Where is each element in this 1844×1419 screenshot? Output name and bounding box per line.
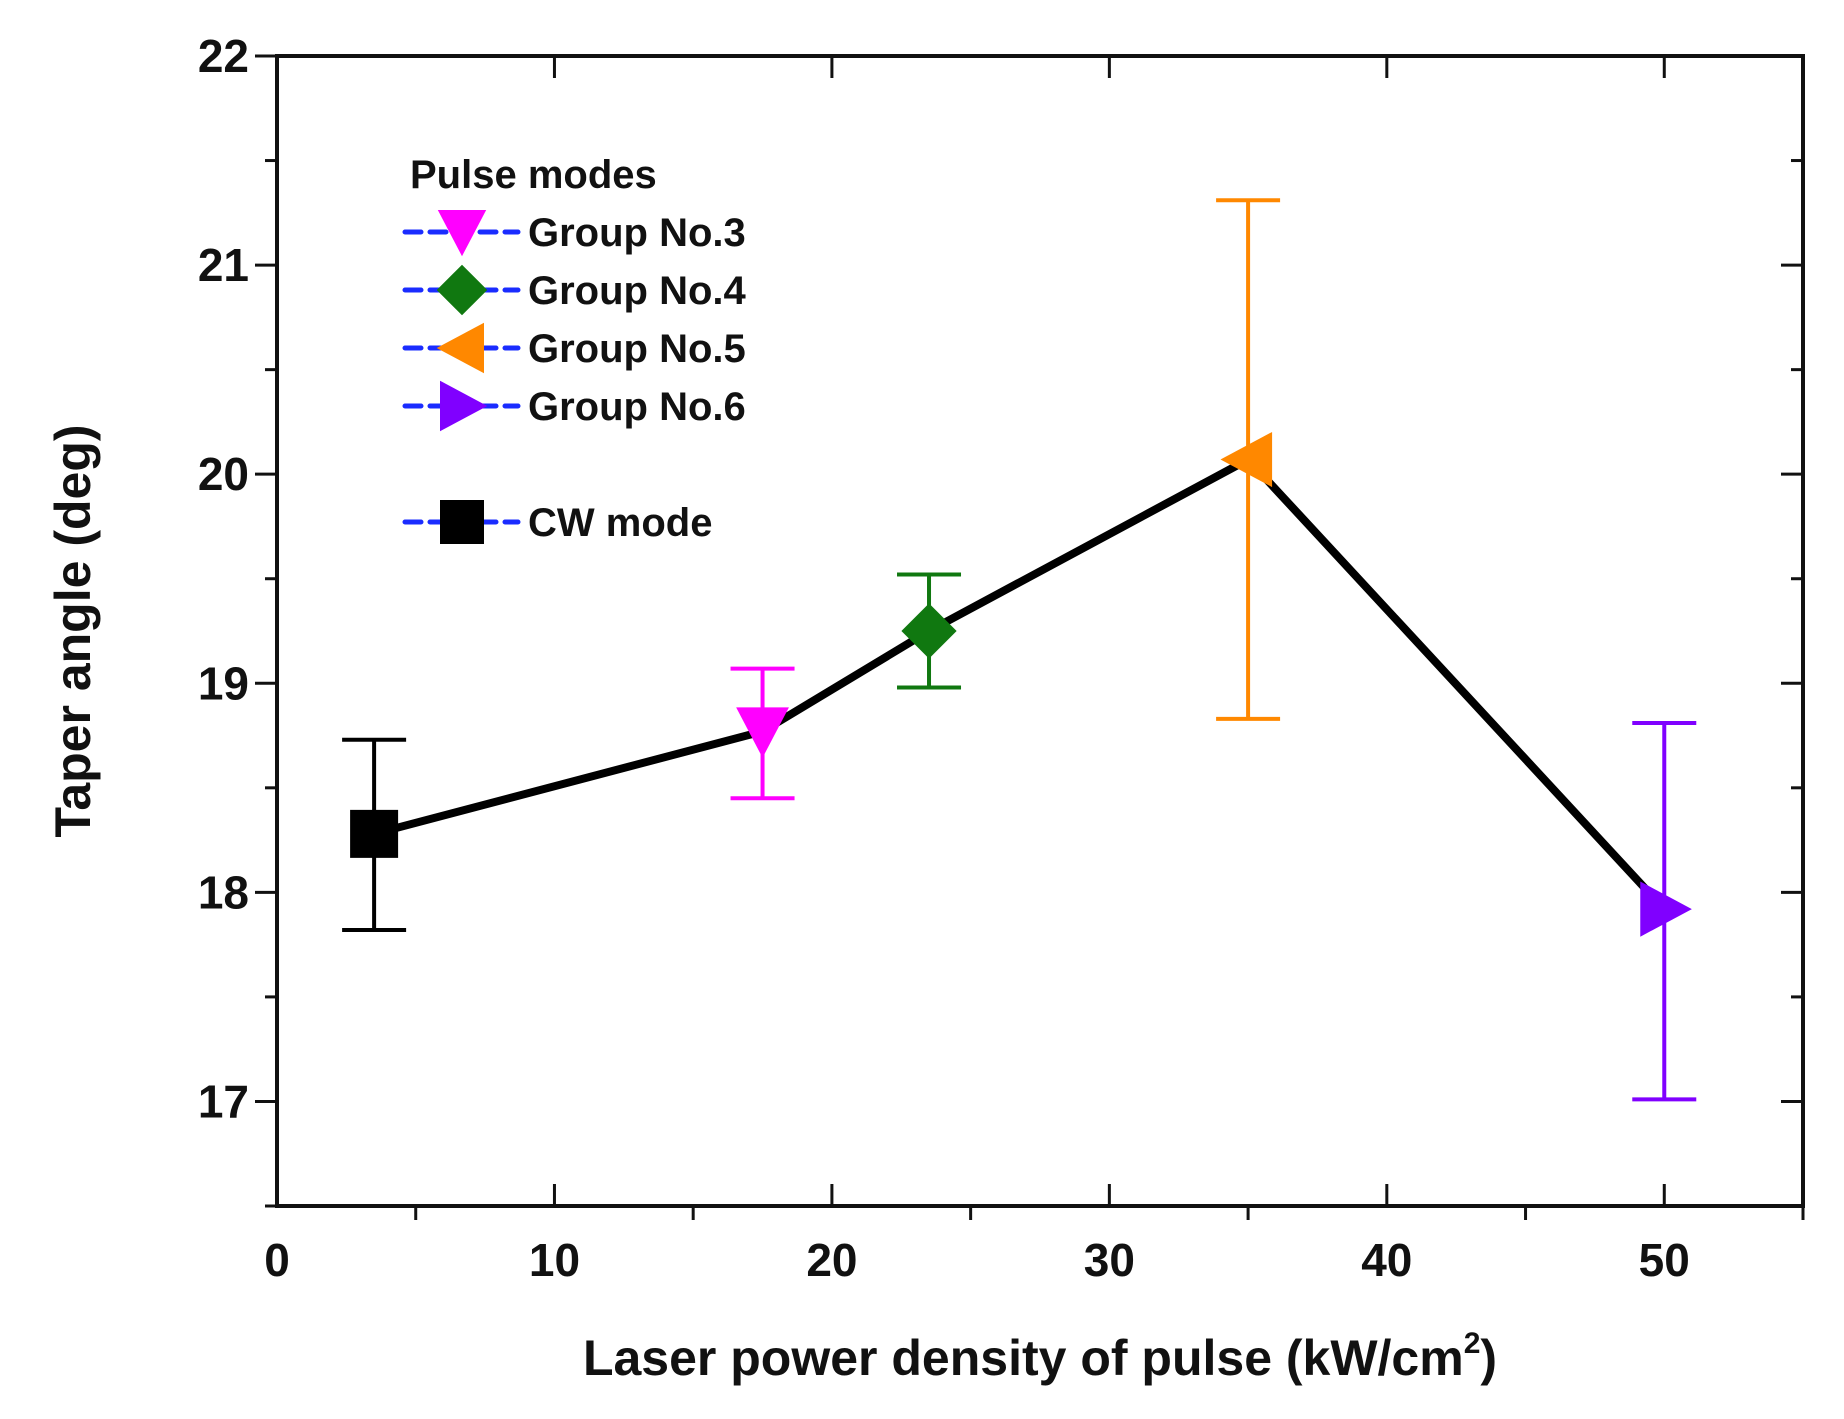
legend-header: Pulse modes bbox=[410, 153, 657, 197]
legend-label: Group No.4 bbox=[528, 269, 747, 313]
x-tick-label: 50 bbox=[1639, 1234, 1690, 1286]
x-tick-labels: 0 10 20 30 40 50 bbox=[264, 1234, 1690, 1286]
legend-marker bbox=[440, 380, 488, 432]
x-tick-label: 40 bbox=[1361, 1234, 1412, 1286]
x-axis-title-superscript: 2 bbox=[1464, 1327, 1481, 1360]
y-axis-title: Taper angle (deg) bbox=[45, 424, 101, 837]
y-tick-label: 17 bbox=[198, 1075, 249, 1127]
data-point bbox=[1220, 431, 1273, 488]
y-tick-label: 20 bbox=[198, 448, 249, 500]
data-point bbox=[350, 809, 399, 858]
x-tick-label: 10 bbox=[529, 1234, 580, 1286]
legend-marker bbox=[437, 210, 487, 257]
legend-marker bbox=[436, 264, 488, 316]
x-axis-title-suffix: ) bbox=[1480, 1330, 1497, 1386]
x-tick-label: 20 bbox=[806, 1234, 857, 1286]
legend-label: CW mode bbox=[528, 501, 712, 545]
y-tick-labels: 17 18 19 20 21 22 bbox=[198, 30, 249, 1127]
legend-label: Group No.6 bbox=[528, 385, 746, 429]
data-point bbox=[736, 707, 789, 758]
y-tick-label: 22 bbox=[198, 30, 249, 82]
y-tick-label: 21 bbox=[198, 239, 249, 291]
y-tick-label: 19 bbox=[198, 657, 249, 709]
x-tick-label: 0 bbox=[264, 1234, 290, 1286]
legend-marker bbox=[440, 500, 484, 544]
x-axis-title-main: Laser power density of pulse (kW/cm bbox=[583, 1330, 1464, 1386]
data-markers bbox=[350, 431, 1692, 937]
data-point bbox=[901, 603, 957, 659]
x-tick-label: 30 bbox=[1084, 1234, 1135, 1286]
legend-marker bbox=[436, 322, 484, 374]
legend-label: Group No.3 bbox=[528, 211, 746, 255]
plot-frame bbox=[275, 54, 1805, 1208]
legend-label: Group No.5 bbox=[528, 327, 746, 371]
x-axis-title: Laser power density of pulse (kW/cm2) bbox=[583, 1327, 1497, 1386]
legend: Pulse modes Group No.3 Group No.4 Group No… bbox=[402, 153, 747, 545]
data-point bbox=[1640, 881, 1692, 937]
y-tick-label: 18 bbox=[198, 866, 249, 918]
